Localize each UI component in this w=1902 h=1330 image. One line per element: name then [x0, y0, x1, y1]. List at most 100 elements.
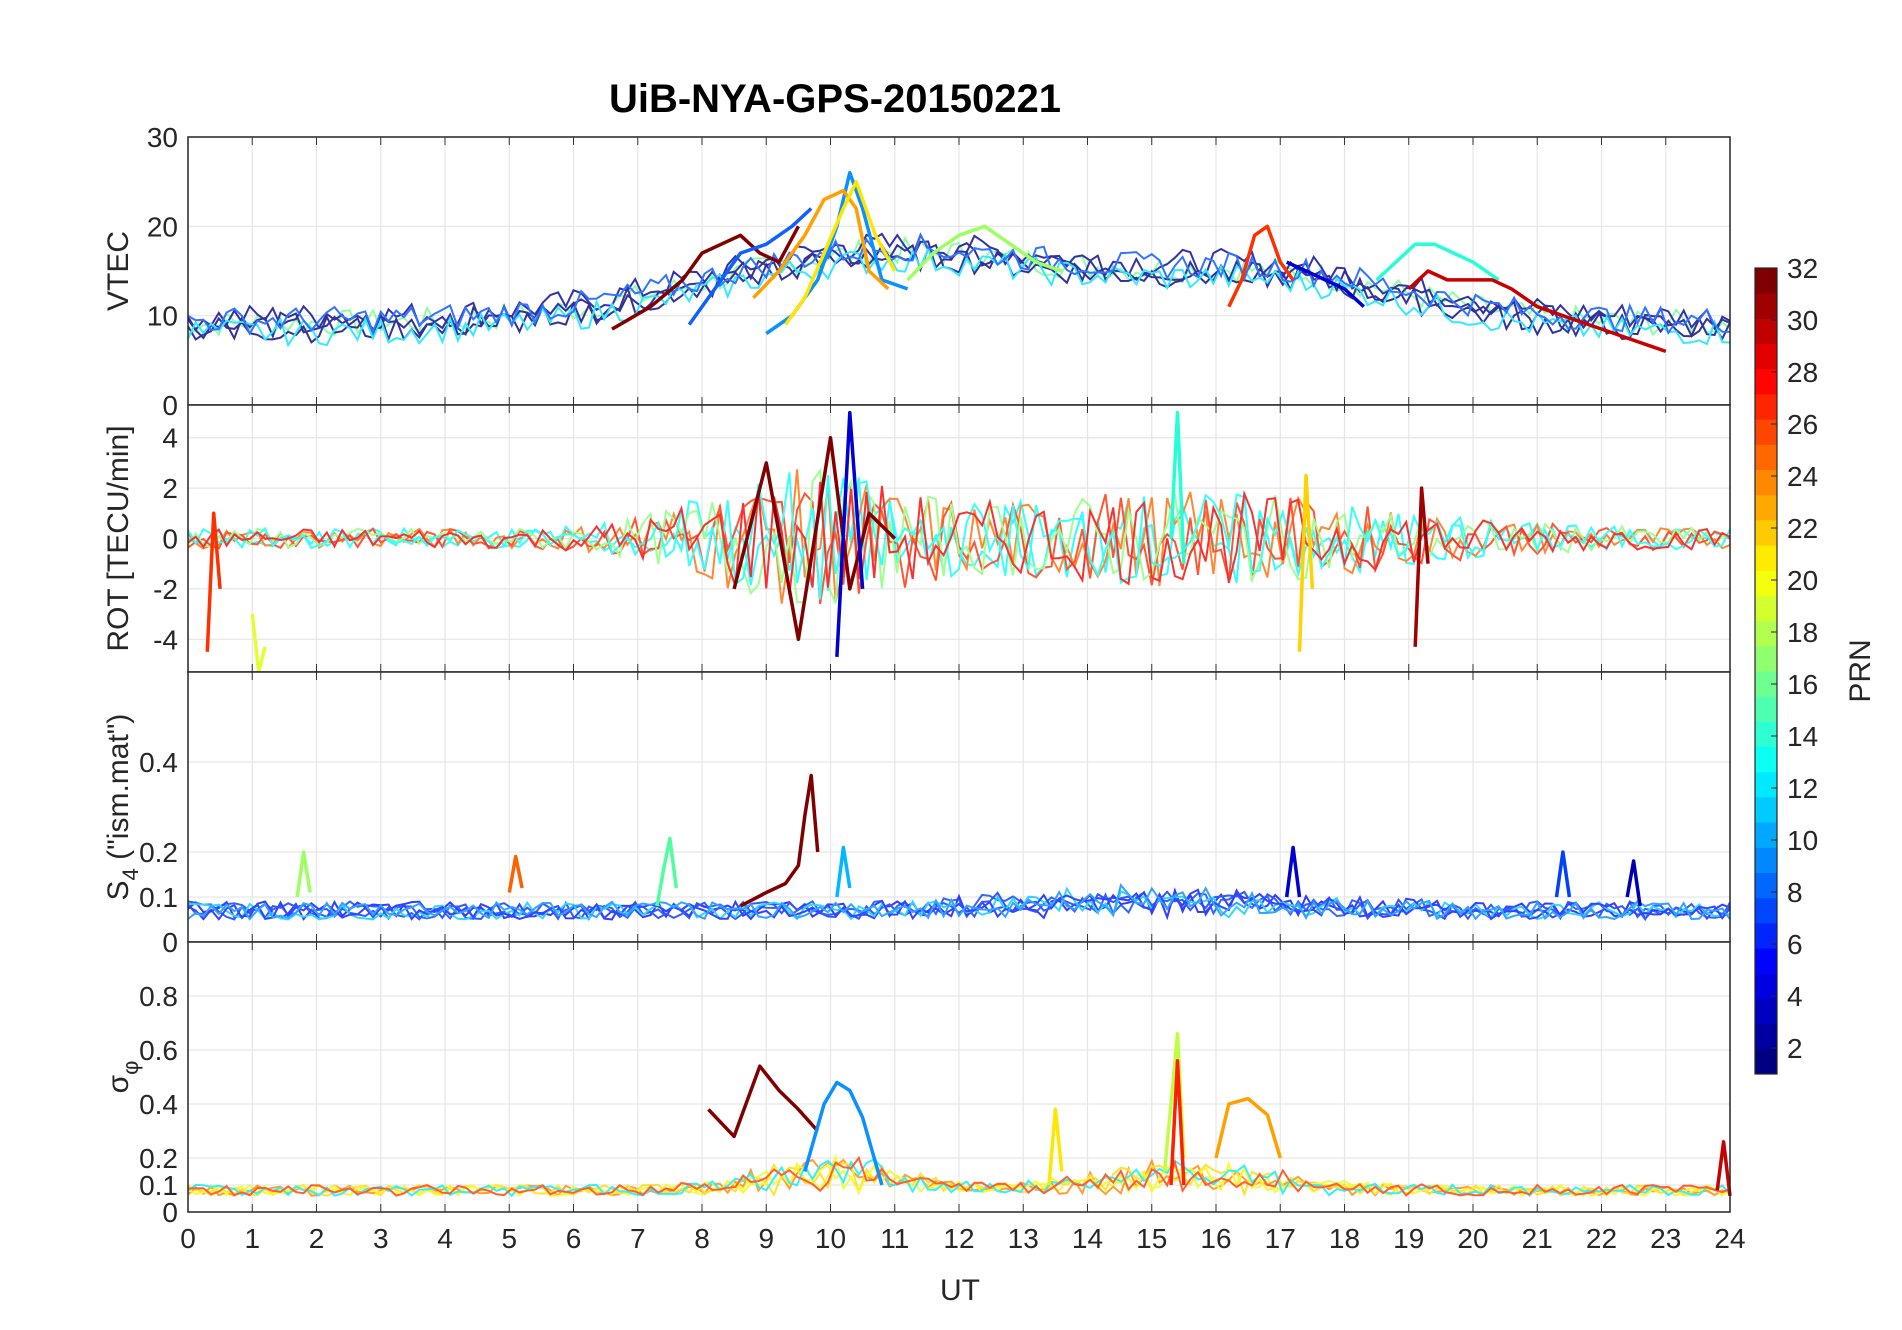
y-tick-label: 4: [162, 423, 178, 454]
colorbar-bin: [1755, 494, 1777, 521]
y-tick-label: 0.6: [139, 1035, 178, 1066]
y-tick-label: 0: [162, 927, 178, 958]
series-line-prn-10: [803, 1080, 884, 1186]
y-tick-label: 20: [147, 211, 178, 242]
x-tick-label: 20: [1457, 1223, 1488, 1254]
y-tick-label: 0.1: [139, 882, 178, 913]
y-label-main: S: [102, 880, 135, 900]
x-tick-label: 12: [943, 1223, 974, 1254]
colorbar-tick-label: 20: [1787, 565, 1818, 596]
y-tick-label: 0.8: [139, 981, 178, 1012]
colorbar-bin: [1755, 444, 1777, 470]
trace-texture-line: [187, 469, 1731, 604]
colorbar-bin: [1755, 922, 1777, 949]
series-line-prn-3: [1284, 845, 1302, 898]
series-line-prn-2: [1625, 859, 1642, 907]
panel-vtec: 0 10 20 30 VTEC: [102, 122, 1731, 421]
colorbar-tick-label: 2: [1787, 1033, 1803, 1064]
trace-texture-line: [187, 1157, 1731, 1198]
trace-texture-line: [187, 890, 1731, 922]
colorbar-bin: [1755, 872, 1777, 899]
y-tick-label: 10: [147, 301, 178, 332]
colorbar-tick-label: 16: [1787, 669, 1818, 700]
colorbar-bin: [1755, 318, 1777, 345]
series-line-prn-11: [835, 845, 852, 898]
y-tick-label: -4: [153, 624, 178, 655]
y-tick-label: 0: [162, 1197, 178, 1228]
x-tick-label: 23: [1650, 1223, 1681, 1254]
y-axis-label: ROT [TECU/min]: [102, 425, 135, 651]
colorbar-tick-label: 4: [1787, 981, 1803, 1012]
y-axis-label: VTEC: [102, 231, 135, 311]
x-tick-label: 17: [1265, 1223, 1296, 1254]
series-line-prn-28: [1169, 1059, 1186, 1186]
panel-s4: 00.10.20.4S4 ("ism.mat"): [102, 671, 1731, 958]
colorbar-bin: [1755, 796, 1777, 823]
colorbar-bin: [1755, 1048, 1777, 1075]
trace-texture: [187, 467, 1731, 605]
y-tick-label: 0.4: [139, 747, 178, 778]
x-tick-label: 10: [815, 1223, 846, 1254]
colorbar-bin: [1755, 948, 1777, 974]
axes-frame: [187, 941, 1731, 1213]
colorbar-bin: [1755, 620, 1777, 647]
y-label-rest: ("ism.mat"): [102, 714, 135, 869]
y-label-sub: φ: [118, 1061, 143, 1075]
colorbar-bin: [1755, 998, 1777, 1025]
x-tick-label: 24: [1714, 1223, 1745, 1254]
trace-texture-line: [187, 232, 1731, 336]
series-line-prn-12: [1169, 410, 1186, 564]
colorbar-bin: [1755, 746, 1777, 773]
series-line-prn-14: [655, 836, 679, 907]
series-line-prn-6: [1554, 850, 1572, 898]
colorbar-bin: [1755, 847, 1777, 873]
series-line-prn-3: [835, 410, 865, 657]
colorbar-bin: [1755, 519, 1777, 546]
colorbar-tick-label: 22: [1787, 513, 1818, 544]
x-tick-label: 22: [1586, 1223, 1617, 1254]
series-line-prn-30: [1407, 269, 1667, 354]
series-line-prn-32: [739, 773, 820, 908]
x-tick-label: 19: [1393, 1223, 1424, 1254]
x-tick-label: 7: [630, 1223, 646, 1254]
series-line-prn-27: [1227, 224, 1295, 308]
y-axis-label: σφ: [102, 1061, 143, 1094]
trace-texture: [187, 1153, 1731, 1198]
trace-texture-line: [187, 232, 1731, 332]
colorbar-tick-label: 12: [1787, 773, 1818, 804]
y-tick-label: 0.2: [139, 1143, 178, 1174]
x-tick-label: 15: [1136, 1223, 1167, 1254]
series-line-prn-32: [611, 225, 800, 331]
colorbar-bin: [1755, 696, 1777, 722]
x-axis-label: UT: [940, 1274, 980, 1307]
colorbar-bin: [1755, 973, 1777, 999]
series-line-prn-22: [752, 188, 890, 300]
x-tick-label: 6: [566, 1223, 582, 1254]
series-line-prn-16: [906, 224, 1063, 282]
colorbar-bin: [1755, 343, 1777, 370]
colorbar-bin: [1755, 897, 1777, 924]
colorbar-bin: [1755, 671, 1777, 697]
trace-texture-line: [187, 1155, 1731, 1197]
colorbar-bin: [1755, 822, 1777, 848]
colorbar-tick-label: 6: [1787, 929, 1803, 960]
trace-texture: [187, 883, 1731, 922]
colorbar-tick-label: 24: [1787, 461, 1818, 492]
series-line-prn-25: [507, 854, 524, 893]
y-tick-label: 0.2: [139, 837, 178, 868]
series-line-prn-30: [1715, 1140, 1732, 1197]
figure-title: UiB-NYA-GPS-20150221: [609, 77, 1061, 121]
colorbar-bin: [1755, 393, 1777, 420]
series-line-prn-16: [295, 850, 312, 898]
series-line-prn-31: [1413, 486, 1430, 647]
series-line-prn-3: [1285, 260, 1365, 308]
colorbar-bin: [1755, 419, 1777, 445]
trace-texture-line: [187, 1160, 1731, 1197]
colorbar-bin: [1755, 268, 1777, 294]
colorbar-bin: [1755, 469, 1777, 496]
x-tick-label: 8: [694, 1223, 710, 1254]
colorbar-bin: [1755, 1023, 1777, 1050]
y-tick-label: 0.4: [139, 1089, 178, 1120]
